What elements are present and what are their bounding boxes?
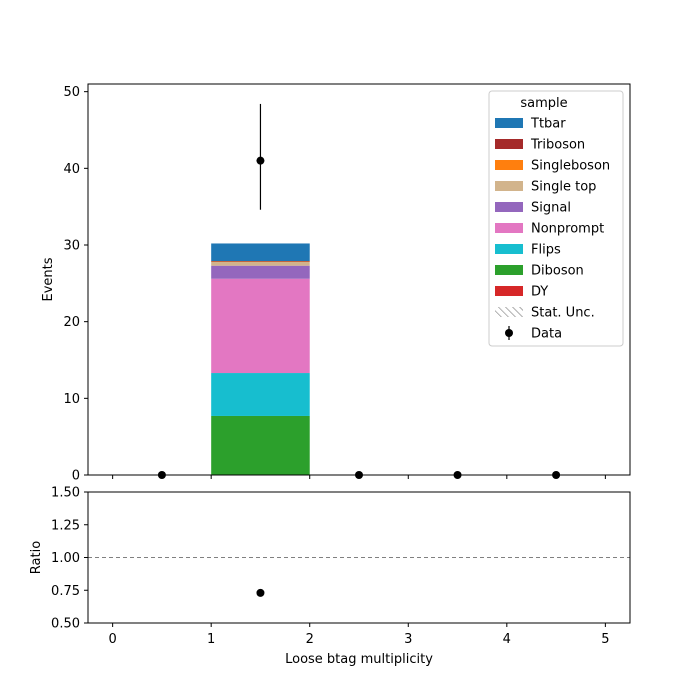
legend-label-ttbar: Ttbar bbox=[530, 117, 566, 132]
legend-swatch-nonprompt bbox=[495, 223, 523, 233]
main-y-tick-label: 50 bbox=[63, 85, 80, 100]
legend-data-marker bbox=[505, 329, 513, 337]
bar-single-top bbox=[211, 261, 310, 266]
ratio-x-tick-label: 4 bbox=[503, 632, 511, 647]
legend-label-stat-unc: Stat. Unc. bbox=[531, 306, 595, 321]
ratio-y-tick-label: 0.75 bbox=[51, 584, 80, 599]
legend-swatch-dy bbox=[495, 286, 523, 296]
ratio-x-tick-label: 3 bbox=[404, 632, 412, 647]
legend-swatch-diboson bbox=[495, 265, 523, 275]
bar-singleboson bbox=[211, 261, 310, 262]
legend-label-singleboson: Singleboson bbox=[531, 159, 610, 174]
ratio-point bbox=[256, 588, 265, 597]
data-point bbox=[256, 156, 265, 165]
main-y-tick-label: 40 bbox=[63, 162, 80, 177]
ratio-panel: 0.50 0.75 1.00 1.25 1.50 0 1 2 3 4 5 Loose btag mul… bbox=[29, 486, 631, 667]
bar-flips bbox=[211, 373, 310, 416]
main-axes-frame bbox=[87, 83, 631, 476]
legend-label-dy: DY bbox=[531, 285, 548, 300]
legend-swatch-ttbar bbox=[495, 118, 523, 128]
legend-label-triboson: Triboson bbox=[530, 138, 585, 153]
legend-label-signal: Signal bbox=[531, 201, 571, 216]
main-panel: 0 10 20 30 40 50 Events bbox=[41, 83, 631, 484]
ratio-x-tick-label: 5 bbox=[601, 632, 609, 647]
main-y-tick-label: 20 bbox=[63, 315, 80, 330]
legend-label-flips: Flips bbox=[531, 243, 561, 258]
legend-swatch-triboson bbox=[495, 139, 523, 149]
main-y-axis-label: Events bbox=[41, 257, 56, 301]
main-y-tick-label: 10 bbox=[63, 392, 80, 407]
ratio-y-tick-label: 0.50 bbox=[51, 617, 80, 632]
bar-ttbar bbox=[211, 243, 310, 262]
legend-label-nonprompt: Nonprompt bbox=[531, 222, 604, 237]
ratio-y-tick-label: 1.50 bbox=[51, 486, 80, 501]
main-y-tick-label: 30 bbox=[63, 239, 80, 254]
bar-triboson bbox=[211, 261, 310, 262]
ratio-x-tick-label: 0 bbox=[108, 632, 116, 647]
legend-swatch-stat-unc bbox=[495, 307, 523, 317]
legend: sample Ttbar Triboson Singleboson Single top… bbox=[488, 90, 624, 347]
legend-swatch-flips bbox=[495, 244, 523, 254]
bar-nonprompt bbox=[211, 278, 310, 374]
ratio-x-tick-label: 2 bbox=[306, 632, 314, 647]
legend-box bbox=[488, 90, 624, 347]
legend-swatch-signal bbox=[495, 202, 523, 212]
x-axis-label: Loose btag multiplicity bbox=[285, 652, 433, 667]
legend-label-single-top: Single top bbox=[531, 180, 596, 195]
legend-swatch-single-top bbox=[495, 181, 523, 191]
bar-signal bbox=[211, 265, 310, 279]
legend-title: sample bbox=[520, 96, 567, 111]
legend-swatch-singleboson bbox=[495, 160, 523, 170]
ratio-y-axis-label: Ratio bbox=[29, 541, 44, 574]
legend-label-data: Data bbox=[531, 327, 562, 342]
main-y-tick-label: 0 bbox=[72, 469, 80, 484]
ratio-y-tick-label: 1.25 bbox=[51, 518, 80, 533]
ratio-x-tick-label: 1 bbox=[207, 632, 215, 647]
bar-diboson bbox=[211, 415, 310, 475]
ratio-y-tick-label: 1.00 bbox=[51, 551, 80, 566]
legend-label-diboson: Diboson bbox=[531, 264, 584, 279]
